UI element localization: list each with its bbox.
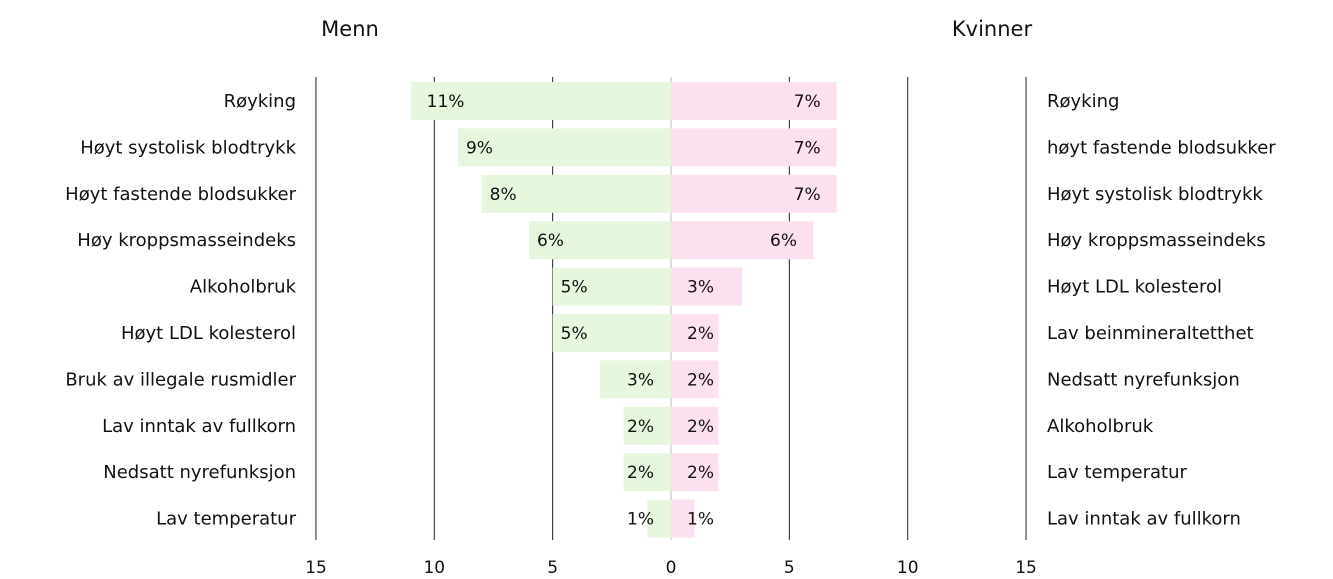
x-axis-ticks: 15 10 5 0 5 10 15 (305, 558, 1037, 578)
bar-left (623, 453, 671, 492)
category-label: Høyt fastende blodsukker (65, 184, 296, 205)
bar-right (671, 267, 743, 306)
bars (410, 82, 837, 538)
category-label: Høyt systolisk blodtrykk (1047, 184, 1263, 205)
x-tick-label: 15 (305, 558, 327, 578)
bar-left (552, 314, 671, 352)
x-tick-label: 5 (784, 558, 795, 578)
bar-right (671, 314, 719, 352)
category-label: Lav inntak av fullkorn (1047, 509, 1241, 530)
category-label: Høyt LDL kolesterol (121, 323, 296, 344)
category-label: Lav inntak av fullkorn (102, 416, 296, 437)
category-label: Røyking (1047, 91, 1119, 112)
data-label: 7% (794, 138, 821, 158)
category-label: Røyking (224, 91, 296, 112)
bar-right (671, 82, 837, 120)
data-label: 5% (561, 324, 588, 344)
bar-left (623, 406, 671, 445)
labels: Menn Kvinner 11% Røyking 9% Høyt systolisk … (65, 17, 1276, 530)
bar-right (671, 499, 695, 538)
category-label: Høyt systolisk blodtrykk (80, 137, 296, 158)
data-label: 5% (561, 278, 588, 298)
category-label: Nedsatt nyrefunksjon (1047, 369, 1240, 390)
bar-left (410, 82, 671, 120)
bar-right (671, 453, 719, 492)
bar-left (552, 267, 671, 306)
data-label: 2% (627, 463, 654, 483)
bar-right (671, 128, 837, 167)
category-label: Bruk av illegale rusmidler (65, 369, 296, 390)
bar-left (647, 499, 671, 538)
x-tick-label: 5 (547, 558, 558, 578)
bar-left (457, 128, 671, 167)
data-label: 11% (427, 92, 465, 112)
data-label: 1% (687, 510, 714, 530)
bar-right (671, 221, 814, 260)
data-label: 2% (687, 370, 714, 390)
x-tick-label: 0 (666, 558, 677, 578)
category-label: Alkoholbruk (190, 277, 297, 298)
category-label: Lav beinmineraltetthet (1047, 323, 1254, 344)
title-menn: Menn (321, 17, 379, 41)
bar-right (671, 360, 719, 399)
x-tick-label: 15 (1015, 558, 1037, 578)
data-label: 7% (794, 185, 821, 205)
x-tick-label: 10 (423, 558, 445, 578)
category-label: Lav temperatur (156, 509, 296, 530)
data-label: 2% (687, 324, 714, 344)
data-label: 6% (537, 231, 564, 251)
title-kvinner: Kvinner (952, 17, 1033, 41)
data-label: 2% (687, 417, 714, 437)
bar-left (481, 174, 671, 213)
bar-right (671, 406, 719, 445)
data-label: 8% (490, 185, 517, 205)
data-label: 1% (627, 510, 654, 530)
bar-left (528, 221, 671, 260)
data-label: 6% (770, 231, 797, 251)
data-label: 3% (627, 370, 654, 390)
data-label: 3% (687, 278, 714, 298)
category-label: Nedsatt nyrefunksjon (103, 462, 296, 483)
x-tick-label: 10 (897, 558, 919, 578)
category-label: Høy kroppsmasseindeks (77, 230, 296, 251)
category-label: Lav temperatur (1047, 462, 1187, 483)
category-label: Alkoholbruk (1047, 416, 1154, 437)
category-label: Høyt LDL kolesterol (1047, 277, 1222, 298)
data-label: 2% (687, 463, 714, 483)
data-label: 9% (466, 138, 493, 158)
bar-left (599, 360, 671, 399)
data-label: 2% (627, 417, 654, 437)
data-label: 7% (794, 92, 821, 112)
category-label: Høy kroppsmasseindeks (1047, 230, 1266, 251)
bar-right (671, 174, 837, 213)
category-label: høyt fastende blodsukker (1047, 137, 1276, 158)
